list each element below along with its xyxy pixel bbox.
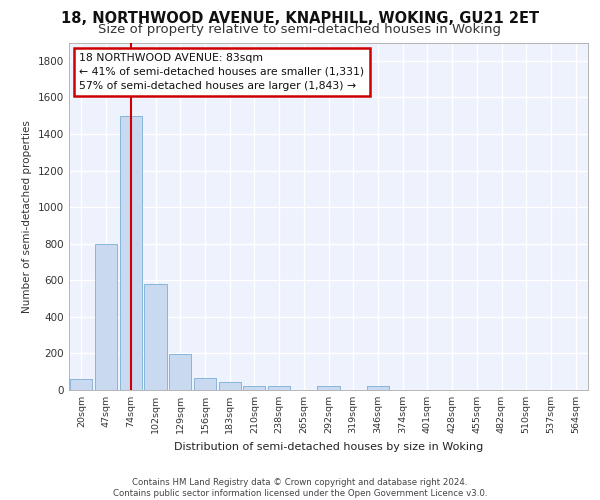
Y-axis label: Number of semi-detached properties: Number of semi-detached properties	[22, 120, 32, 312]
Bar	[70, 379, 92, 390]
Bar	[243, 386, 265, 390]
Bar	[194, 378, 216, 390]
Bar	[145, 284, 167, 390]
Text: Contains HM Land Registry data © Crown copyright and database right 2024.
Contai: Contains HM Land Registry data © Crown c…	[113, 478, 487, 498]
Bar	[95, 244, 117, 390]
Bar	[218, 382, 241, 390]
Bar	[317, 386, 340, 390]
Text: 18 NORTHWOOD AVENUE: 83sqm
← 41% of semi-detached houses are smaller (1,331)
57%: 18 NORTHWOOD AVENUE: 83sqm ← 41% of semi…	[79, 53, 365, 91]
Bar	[268, 386, 290, 390]
Text: Size of property relative to semi-detached houses in Woking: Size of property relative to semi-detach…	[98, 22, 502, 36]
Bar	[367, 386, 389, 390]
Text: 18, NORTHWOOD AVENUE, KNAPHILL, WOKING, GU21 2ET: 18, NORTHWOOD AVENUE, KNAPHILL, WOKING, …	[61, 11, 539, 26]
Bar	[169, 354, 191, 390]
Bar	[119, 116, 142, 390]
X-axis label: Distribution of semi-detached houses by size in Woking: Distribution of semi-detached houses by …	[174, 442, 483, 452]
